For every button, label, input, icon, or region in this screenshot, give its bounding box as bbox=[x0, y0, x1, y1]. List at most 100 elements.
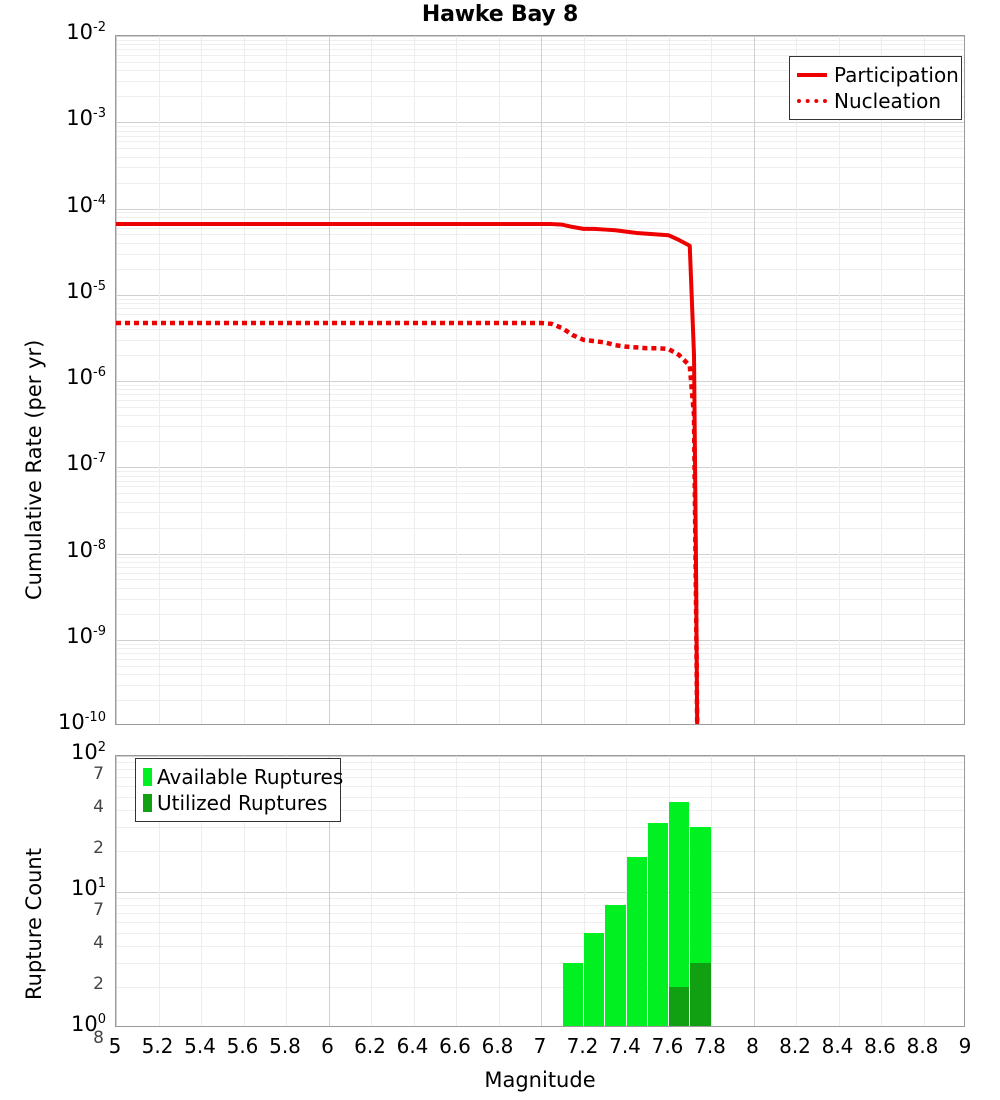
gridline-minor-horizontal bbox=[116, 777, 964, 779]
gridline-minor-horizontal bbox=[116, 406, 964, 408]
x-axis-tick: 6.6 bbox=[439, 1034, 471, 1058]
gridline-vertical bbox=[796, 36, 797, 724]
gridline-minor-horizontal bbox=[116, 44, 964, 46]
gridline-minor-horizontal bbox=[116, 913, 964, 915]
gridline-minor-horizontal bbox=[116, 579, 964, 581]
gridline-vertical bbox=[796, 756, 797, 1026]
gridline-vertical bbox=[413, 756, 415, 1026]
gridline-vertical bbox=[286, 36, 287, 724]
gridline-minor-horizontal bbox=[116, 141, 964, 143]
histogram-bar-available bbox=[626, 857, 647, 1026]
gridline-minor-horizontal bbox=[116, 643, 964, 645]
gridline-minor-horizontal bbox=[116, 182, 964, 184]
gridline-minor-horizontal bbox=[116, 49, 964, 51]
top-panel-ytick: 10-8 bbox=[66, 537, 106, 562]
legend-item-utilized-ruptures[interactable]: Utilized Ruptures bbox=[143, 790, 332, 816]
gridline-vertical bbox=[753, 36, 755, 724]
gridline-vertical bbox=[243, 756, 245, 1026]
gridline-major-horizontal bbox=[116, 122, 964, 124]
gridline-minor-horizontal bbox=[116, 665, 964, 667]
gridline-major-horizontal bbox=[116, 467, 964, 469]
gridline-minor-horizontal bbox=[116, 480, 964, 482]
legend-item-participation[interactable]: Participation bbox=[797, 62, 959, 88]
bottom-panel-ytick-minor: 7 bbox=[93, 764, 104, 785]
gridline-major-horizontal bbox=[116, 294, 964, 296]
gridline-minor-horizontal bbox=[116, 946, 964, 948]
gridline-major-horizontal bbox=[116, 36, 964, 37]
top-panel-ytick: 10-4 bbox=[66, 192, 106, 217]
gridline-minor-horizontal bbox=[116, 339, 964, 341]
top-panel-legend: Participation Nucleation bbox=[789, 56, 962, 120]
gridline-minor-horizontal bbox=[116, 786, 964, 788]
gridline-vertical bbox=[116, 36, 117, 724]
gridline-vertical bbox=[753, 756, 755, 1026]
gridline-minor-horizontal bbox=[116, 384, 964, 386]
gridline-minor-horizontal bbox=[116, 598, 964, 600]
gridline-minor-horizontal bbox=[116, 648, 964, 650]
gridline-vertical bbox=[711, 36, 712, 724]
gridline-minor-horizontal bbox=[116, 512, 964, 514]
gridline-minor-horizontal bbox=[116, 130, 964, 132]
gridline-minor-horizontal bbox=[116, 658, 964, 660]
x-axis-tick: 5 bbox=[108, 1034, 122, 1058]
gridline-minor-horizontal bbox=[116, 389, 964, 391]
gridline-minor-horizontal bbox=[116, 796, 964, 798]
gridline-minor-horizontal bbox=[116, 167, 964, 169]
x-axis-tick: 8.4 bbox=[821, 1034, 854, 1058]
gridline-vertical bbox=[923, 36, 925, 724]
bottom-panel-ytick-minor: 4 bbox=[93, 933, 104, 954]
top-panel-ytick: 10-7 bbox=[66, 451, 106, 476]
gridline-minor-horizontal bbox=[116, 394, 964, 396]
gridline-minor-horizontal bbox=[116, 572, 964, 574]
gridline-vertical bbox=[711, 756, 712, 1026]
gridline-vertical bbox=[201, 756, 202, 1026]
gridline-minor-horizontal bbox=[116, 653, 964, 655]
bottom-panel-ytick-minor: 2 bbox=[93, 838, 104, 859]
gridline-vertical bbox=[541, 36, 542, 724]
gridline-vertical bbox=[328, 36, 330, 724]
gridline-minor-horizontal bbox=[116, 475, 964, 477]
gridline-vertical bbox=[371, 36, 372, 724]
histogram-bar-utilized bbox=[690, 963, 711, 1026]
gridline-vertical bbox=[158, 756, 160, 1026]
histogram-bar-available bbox=[647, 823, 668, 1026]
gridline-minor-horizontal bbox=[116, 70, 964, 72]
gridline-minor-horizontal bbox=[116, 212, 964, 214]
gridline-minor-horizontal bbox=[116, 501, 964, 503]
gridline-minor-horizontal bbox=[116, 810, 964, 812]
x-axis-tick: 6.2 bbox=[354, 1034, 386, 1058]
gridline-vertical bbox=[158, 36, 160, 724]
gridline-minor-horizontal bbox=[116, 415, 964, 417]
x-axis-tick: 5.2 bbox=[141, 1034, 174, 1058]
gridline-minor-horizontal bbox=[116, 39, 964, 41]
gridline-minor-horizontal bbox=[116, 557, 964, 559]
gridline-minor-horizontal bbox=[116, 313, 964, 315]
gridline-minor-horizontal bbox=[116, 242, 964, 244]
x-axis-tick: 6 bbox=[321, 1034, 334, 1058]
top-panel-ytick: 10-6 bbox=[66, 365, 106, 389]
legend-label-utilized-ruptures: Utilized Ruptures bbox=[157, 791, 328, 815]
x-axis-tick: 7.2 bbox=[566, 1034, 599, 1058]
x-axis-tick: 7 bbox=[533, 1034, 547, 1058]
page-title: Hawke Bay 8 bbox=[421, 2, 579, 27]
gridline-vertical bbox=[371, 756, 372, 1026]
top-panel-ytick: 10-3 bbox=[66, 106, 106, 131]
gridline-minor-horizontal bbox=[116, 303, 964, 305]
legend-item-available-ruptures[interactable]: Available Ruptures bbox=[143, 764, 343, 790]
legend-item-nucleation[interactable]: Nucleation bbox=[797, 88, 953, 114]
gridline-vertical bbox=[201, 36, 202, 724]
gridline-minor-horizontal bbox=[116, 55, 964, 57]
dotted-line-icon bbox=[797, 99, 827, 103]
gridline-minor-horizontal bbox=[116, 329, 964, 331]
gridline-minor-horizontal bbox=[116, 135, 964, 137]
gridline-minor-horizontal bbox=[116, 400, 964, 402]
gridline-minor-horizontal bbox=[116, 932, 964, 934]
bottom-panel-ytick: 100 bbox=[70, 1012, 106, 1036]
bottom-panel-ytick-minor: 4 bbox=[93, 797, 104, 818]
x-axis-tick: 6.4 bbox=[396, 1034, 429, 1058]
gridline-minor-horizontal bbox=[116, 355, 964, 357]
gridline-minor-horizontal bbox=[116, 298, 964, 300]
gridline-minor-horizontal bbox=[116, 234, 964, 236]
utilized-ruptures-swatch-icon bbox=[143, 794, 152, 812]
x-axis-tick: 7.6 bbox=[651, 1034, 684, 1058]
